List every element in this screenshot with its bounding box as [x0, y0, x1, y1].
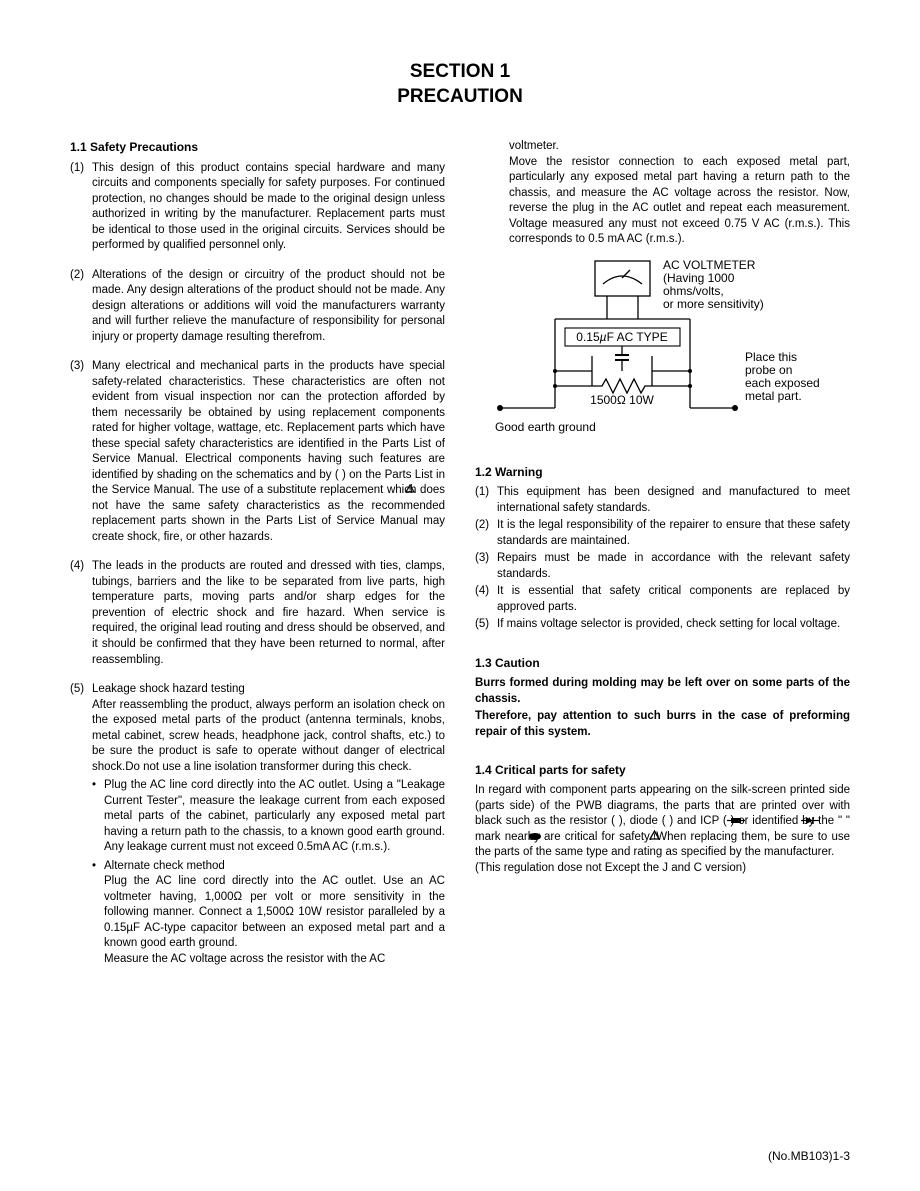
svg-text:AC VOLTMETER: AC VOLTMETER: [663, 258, 756, 272]
resistor-icon: [727, 815, 745, 831]
left-column: 1.1 Safety Precautions (1) This design o…: [70, 139, 445, 981]
svg-text:(Having 1000: (Having 1000: [663, 271, 735, 285]
right-column: voltmeter. Move the resistor connection …: [475, 139, 850, 981]
svg-text:1500Ω 10W: 1500Ω 10W: [590, 393, 654, 407]
item-4: (4) The leads in the products are routed…: [70, 559, 445, 668]
item-3: (3) Many electrical and mechanical parts…: [70, 359, 445, 545]
svg-text:ohms/volts,: ohms/volts,: [663, 284, 724, 298]
svg-text:0.15µF AC TYPE: 0.15µF AC TYPE: [576, 330, 667, 344]
section-title-line1: SECTION 1: [70, 60, 850, 85]
warn-4: (4)It is essential that safety critical …: [475, 584, 850, 615]
heading-1-2: 1.2 Warning: [475, 464, 850, 480]
svg-text:each exposed: each exposed: [745, 376, 820, 390]
warn-2: (2)It is the legal responsibility of the…: [475, 518, 850, 549]
bullet-2: • Alternate check method Plug the AC lin…: [92, 859, 445, 968]
svg-text:Place this: Place this: [745, 350, 797, 364]
diode-icon: [801, 815, 819, 831]
heading-1-3: 1.3 Caution: [475, 655, 850, 671]
warn-1: (1)This equipment has been designed and …: [475, 485, 850, 516]
svg-text:metal part.: metal part.: [745, 389, 802, 403]
warning-triangle-icon: !: [649, 830, 660, 846]
svg-text:!: !: [653, 834, 655, 841]
item-5: (5) Leakage shock hazard testing After r…: [70, 682, 445, 967]
caution-2: Therefore, pay attention to such burrs i…: [475, 709, 850, 740]
heading-1-4: 1.4 Critical parts for safety: [475, 762, 850, 778]
circuit-diagram: 0.15µF AC TYPE: [475, 256, 850, 446]
section-title-line2: PRECAUTION: [70, 85, 850, 110]
warning-triangle-icon: !: [405, 483, 415, 499]
critical-parts-text: In regard with component parts appearing…: [475, 783, 850, 861]
warn-3: (3)Repairs must be made in accordance wi…: [475, 551, 850, 582]
svg-text:or more sensitivity): or more sensitivity): [663, 297, 764, 311]
critical-parts-note: (This regulation dose not Except the J a…: [475, 861, 850, 877]
svg-text:probe on: probe on: [745, 363, 792, 377]
heading-1-1: 1.1 Safety Precautions: [70, 139, 445, 155]
icp-icon: [528, 831, 542, 847]
warn-5: (5)If mains voltage selector is provided…: [475, 617, 850, 633]
item-2: (2) Alterations of the design or circuit…: [70, 268, 445, 346]
svg-text:Good earth ground: Good earth ground: [495, 420, 596, 434]
caution-1: Burrs formed during molding may be left …: [475, 676, 850, 707]
svg-text:!: !: [409, 488, 411, 494]
bullet-1: • Plug the AC line cord directly into th…: [92, 778, 445, 856]
item-1: (1) This design of this product contains…: [70, 161, 445, 254]
page-footer: (No.MB103)1-3: [768, 1149, 850, 1163]
